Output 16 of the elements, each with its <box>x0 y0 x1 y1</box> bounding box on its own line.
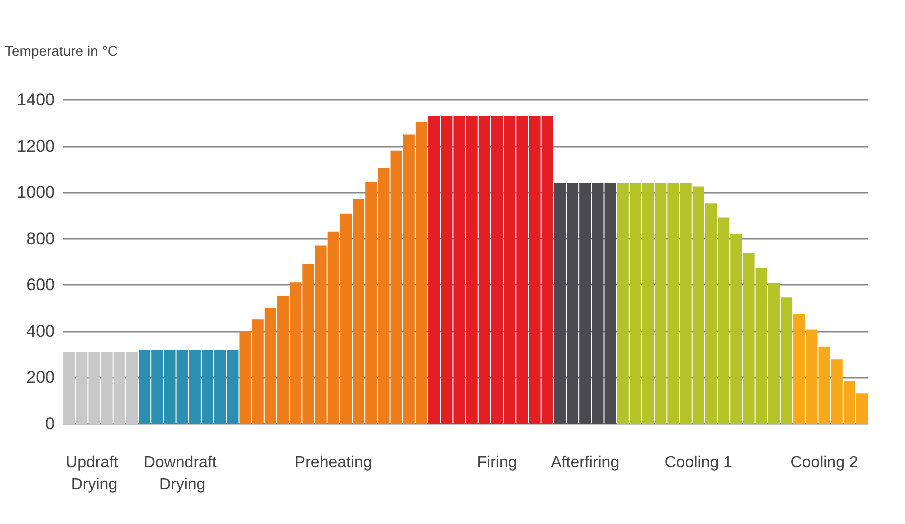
y-tick-label: 1400 <box>17 90 55 110</box>
x-tick-label: Preheating <box>294 454 372 472</box>
x-tick-label: Cooling 1 <box>664 454 733 472</box>
y-tick-label: 0 <box>46 414 55 434</box>
y-axis-title: Temperature in °C <box>5 43 118 59</box>
y-tick-label: 800 <box>26 229 55 248</box>
y-tick-label: 600 <box>26 276 55 295</box>
y-tick-label: 200 <box>26 368 55 388</box>
x-tick-label: Downdraft Drying <box>144 454 222 494</box>
y-tick-label: 1200 <box>17 136 55 156</box>
x-tick-label: Cooling 2 <box>790 454 858 472</box>
x-tick-label: Afterfiring <box>551 454 620 472</box>
x-tick-label: Firing <box>477 454 518 472</box>
y-tick-label: 400 <box>26 322 55 341</box>
x-tick-label: Updraft Drying <box>66 454 123 494</box>
y-tick-label: 1000 <box>17 183 55 202</box>
